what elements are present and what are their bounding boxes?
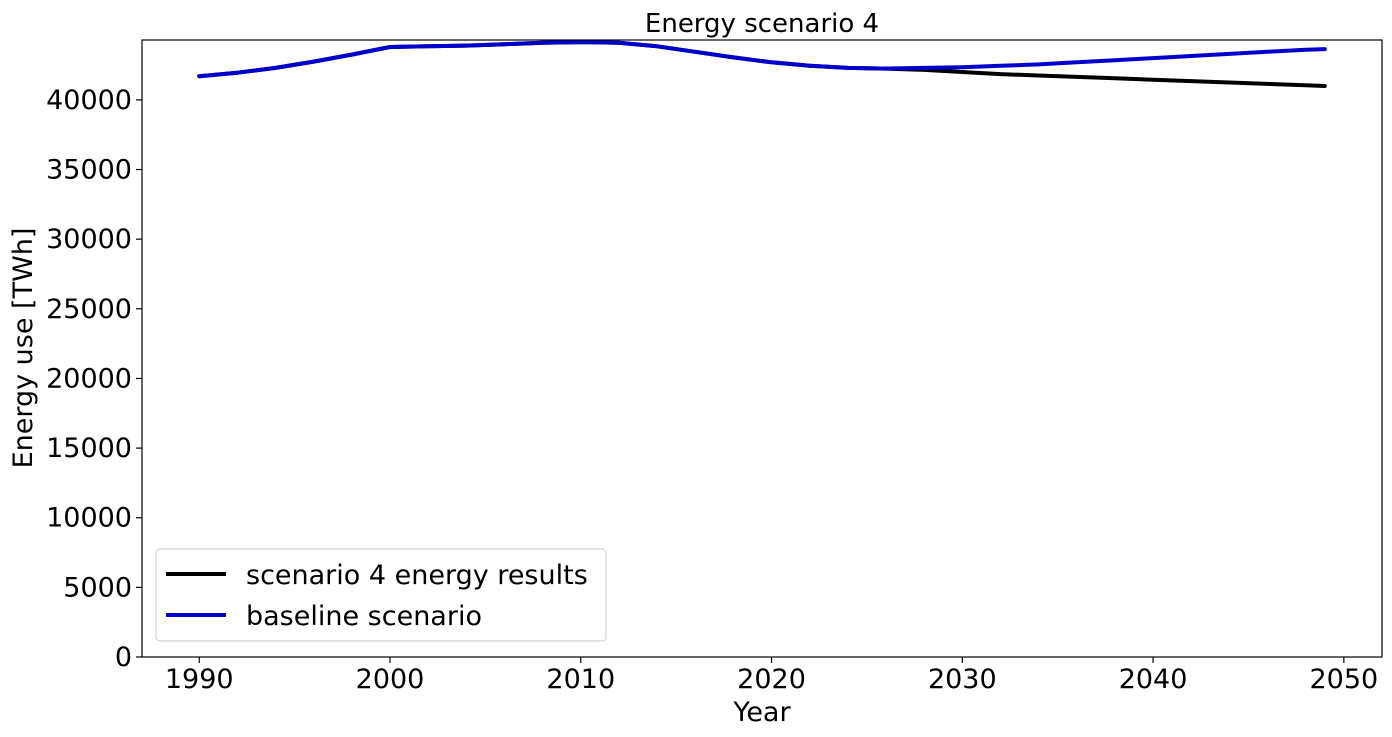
y-tick-label: 10000 xyxy=(46,503,132,534)
y-axis-label: Energy use [TWh] xyxy=(8,228,39,469)
y-tick-label: 5000 xyxy=(63,572,132,603)
series-line-1 xyxy=(197,40,1327,88)
x-tick-label: 2010 xyxy=(546,664,615,695)
legend-label-1: scenario 4 energy results xyxy=(246,560,588,591)
chart-title: Energy scenario 4 xyxy=(645,9,879,39)
y-tick-label: 30000 xyxy=(46,224,132,255)
x-tick-label: 2030 xyxy=(928,664,997,695)
legend-box xyxy=(155,548,607,642)
legend-label-2: baseline scenario xyxy=(246,601,482,632)
x-tick-label: 2000 xyxy=(356,664,425,695)
legend: scenario 4 energy results baseline scenar… xyxy=(155,548,607,642)
x-tick-label: 2050 xyxy=(1309,664,1378,695)
y-tick-label: 35000 xyxy=(46,155,132,186)
y-tick-label: 0 xyxy=(115,642,132,673)
y-tick-label: 40000 xyxy=(46,85,132,116)
series-line-2 xyxy=(197,40,1327,79)
y-axis: 0 5000 10000 15000 20000 25000 30000 35000 40000 xyxy=(46,85,142,673)
x-tick-label: 2040 xyxy=(1119,664,1188,695)
x-axis-label: Year xyxy=(732,697,791,728)
y-tick-label: 15000 xyxy=(46,433,132,464)
x-axis: 1990 2000 2010 2020 2030 2040 2050 xyxy=(165,657,1378,695)
y-tick-label: 25000 xyxy=(46,294,132,325)
x-tick-label: 1990 xyxy=(165,664,234,695)
plot-area xyxy=(197,40,1327,88)
x-tick-label: 2020 xyxy=(737,664,806,695)
y-tick-label: 20000 xyxy=(46,363,132,394)
axes-frame xyxy=(141,39,1383,658)
